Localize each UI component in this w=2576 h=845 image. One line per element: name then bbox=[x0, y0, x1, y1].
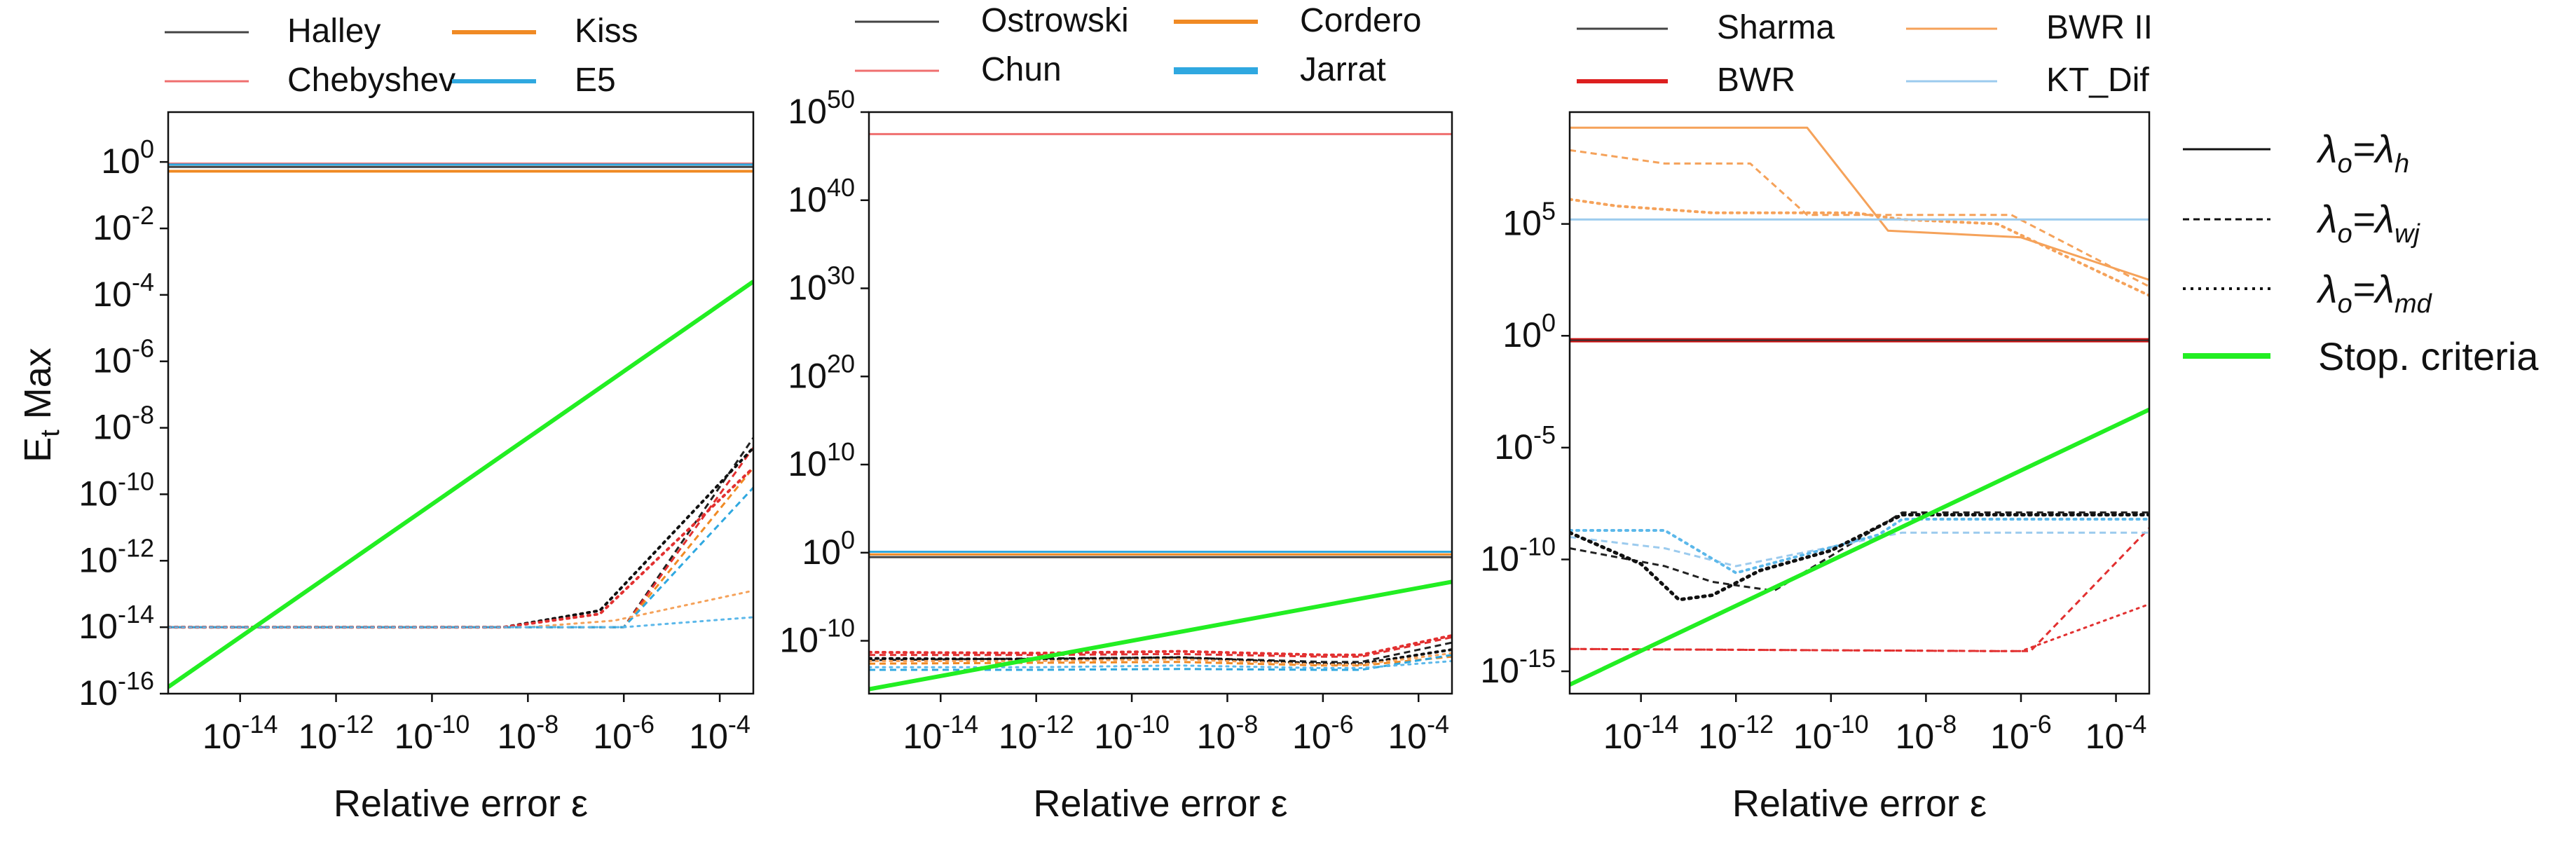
x-axis-label: Relative error ε bbox=[1732, 783, 1987, 825]
x-tick-label: 10-10 bbox=[1094, 710, 1170, 756]
legend-label: Halley bbox=[287, 13, 381, 50]
legend-label: BWR bbox=[1717, 62, 1795, 99]
chart-panel-3: 10-14 10-12 10-10 10-8 10-6 10-4 105 100 10-5 10-… bbox=[1480, 9, 2153, 825]
legend-label: Sharma bbox=[1717, 9, 1835, 46]
series-bwr-dashed bbox=[1570, 527, 2149, 652]
y-tick-label: 10-10 bbox=[779, 614, 855, 660]
x-tick-label: 10-6 bbox=[1292, 710, 1354, 756]
x-axis-label: Relative error ε bbox=[334, 783, 588, 825]
series-kiss-dotted bbox=[168, 589, 753, 628]
x-tick-label: 10-12 bbox=[299, 710, 374, 756]
legend-label: Ostrowski bbox=[981, 2, 1129, 39]
plot-frame bbox=[1568, 111, 2151, 695]
series-bwr-ii-solid bbox=[1570, 126, 2149, 281]
style-legend: λo=λh λo=λwj λo=λmd Stop. criteria bbox=[2183, 127, 2539, 378]
x-tick-label: 10-8 bbox=[1197, 710, 1259, 756]
series-sharma-dotted bbox=[1570, 513, 2149, 602]
y-tick-label: 10-8 bbox=[93, 401, 154, 447]
legend-label: Jarrat bbox=[1300, 51, 1386, 88]
series-kiss-dashed bbox=[168, 467, 753, 628]
series-cordero-dotted bbox=[869, 652, 1452, 666]
series-e5-dashed bbox=[168, 486, 753, 628]
y-tick-label: 10-4 bbox=[93, 268, 154, 314]
series-stop-criteria-solid bbox=[168, 280, 753, 689]
chart-panel-2: 10-14 10-12 10-10 10-8 10-6 10-4 1050 1040 1030 1… bbox=[779, 2, 1453, 825]
series-stop-criteria-solid bbox=[869, 579, 1452, 692]
y-tick-label: 1010 bbox=[788, 437, 855, 483]
legend-label: BWR II bbox=[2046, 9, 2153, 46]
legend-label: KT_Dif bbox=[2046, 62, 2149, 99]
y-tick-label: 10-12 bbox=[78, 533, 154, 579]
series-group bbox=[1570, 126, 2149, 687]
series-chebyshev-dotted bbox=[168, 466, 753, 629]
chart-panel-1: 10-14 10-12 10-10 10-8 10-6 10-4 100 10-2 10-4 10… bbox=[78, 13, 755, 825]
x-tick-label: 10-4 bbox=[2085, 710, 2147, 756]
x-tick-label: 10-8 bbox=[1896, 710, 1957, 756]
legend-label: Kiss bbox=[575, 13, 638, 50]
y-tick-label: 1020 bbox=[788, 349, 855, 395]
y-axis-label: Et Max bbox=[17, 348, 65, 462]
series-stop-criteria-solid bbox=[1570, 407, 2149, 687]
x-tick-label: 10-4 bbox=[689, 710, 751, 756]
series-ostrowski-dotted bbox=[869, 648, 1452, 666]
series-chun-dotted bbox=[869, 634, 1452, 657]
legend-label: Chun bbox=[981, 51, 1062, 88]
x-tick-label: 10-10 bbox=[395, 710, 470, 756]
y-tick-label: 100 bbox=[1502, 308, 1556, 355]
series-bwr-ii-dashed bbox=[1570, 149, 2149, 288]
x-axis-label: Relative error ε bbox=[1033, 783, 1287, 825]
y-tick-label: 10-14 bbox=[78, 600, 154, 646]
x-tick-label: 10-8 bbox=[497, 710, 559, 756]
y-tick-label: 1050 bbox=[788, 85, 855, 131]
x-tick-label: 10-14 bbox=[903, 710, 978, 756]
x-tick-label: 10-10 bbox=[1793, 710, 1869, 756]
x-tick-label: 10-14 bbox=[203, 710, 278, 756]
style-legend-stop-label: Stop. criteria bbox=[2318, 334, 2539, 378]
legend-label: E5 bbox=[575, 62, 616, 99]
y-tick-label: 10-2 bbox=[93, 201, 154, 247]
plot-frame bbox=[167, 111, 755, 695]
style-legend-solid-label: λo=λh bbox=[2316, 127, 2409, 179]
y-tick-label: 100 bbox=[802, 525, 855, 572]
y-tick-label: 10-6 bbox=[93, 334, 154, 380]
series-e5-dotted bbox=[168, 616, 753, 628]
x-tick-label: 10-12 bbox=[1698, 710, 1774, 756]
series-sharma-dashed bbox=[1570, 511, 2149, 592]
series-chun-dashed bbox=[869, 636, 1452, 658]
series-jarrat-dotted bbox=[869, 660, 1452, 669]
series-group bbox=[869, 132, 1452, 692]
series-kt-dif-dotted bbox=[1570, 518, 2149, 575]
x-tick-label: 10-14 bbox=[1603, 710, 1679, 756]
y-tick-label: 105 bbox=[1502, 197, 1556, 243]
series-bwr-dotted bbox=[1570, 603, 2149, 652]
series-halley-dashed bbox=[168, 437, 753, 628]
y-tick-label: 10-16 bbox=[78, 666, 154, 713]
series-group bbox=[168, 163, 753, 689]
x-tick-label: 10-4 bbox=[1388, 710, 1449, 756]
y-tick-label: 1040 bbox=[788, 173, 855, 219]
series-bwr-ii-dotted bbox=[1570, 198, 2149, 297]
x-tick-label: 10-6 bbox=[593, 710, 655, 756]
x-tick-label: 10-12 bbox=[999, 710, 1074, 756]
y-tick-label: 10-10 bbox=[78, 467, 154, 513]
style-legend-dotted-label: λo=λmd bbox=[2316, 267, 2433, 319]
style-legend-dashed-label: λo=λwj bbox=[2316, 197, 2420, 249]
series-halley-dotted bbox=[168, 446, 753, 629]
legend-label: Cordero bbox=[1300, 2, 1421, 39]
y-tick-label: 10-5 bbox=[1494, 420, 1556, 467]
y-tick-label: 1030 bbox=[788, 261, 855, 308]
series-kt-dif-dashed bbox=[1570, 531, 2149, 568]
y-tick-label: 10-10 bbox=[1480, 532, 1556, 578]
y-tick-label: 10-15 bbox=[1480, 644, 1556, 690]
series-chebyshev-dashed bbox=[168, 447, 753, 628]
plot-frame bbox=[868, 111, 1453, 695]
y-tick-label: 100 bbox=[101, 135, 154, 181]
legend-label: Chebyshev bbox=[287, 62, 455, 99]
x-tick-label: 10-6 bbox=[1990, 710, 2052, 756]
